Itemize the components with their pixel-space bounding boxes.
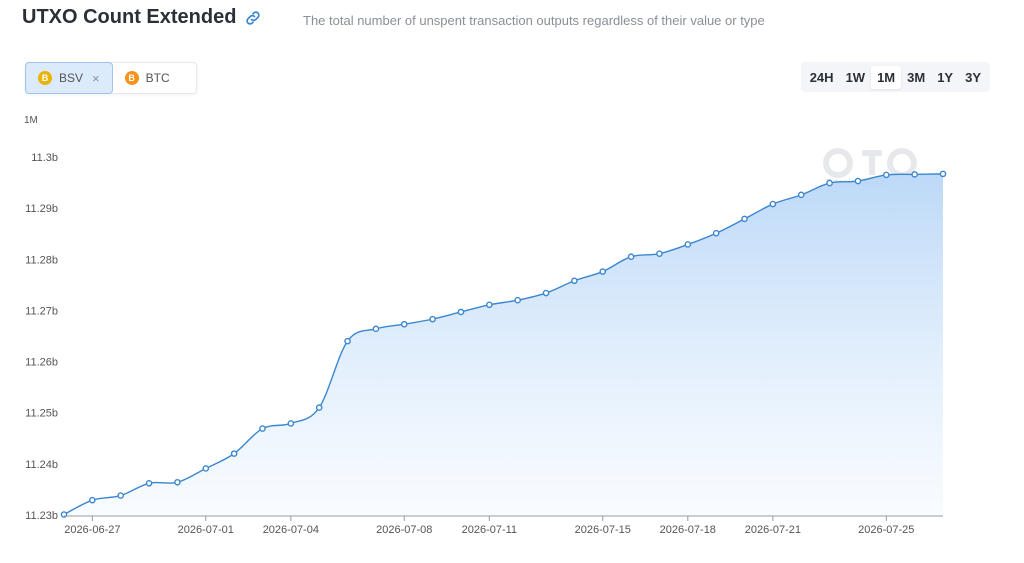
coin-tab-label: BTC — [145, 71, 170, 85]
data-point[interactable] — [542, 289, 550, 297]
data-point[interactable] — [741, 215, 748, 223]
data-point[interactable] — [882, 171, 890, 179]
coin-tab-bsv[interactable]: B BSV × — [25, 62, 113, 94]
x-tick-label: 2026-07-08 — [376, 524, 432, 536]
data-point[interactable] — [627, 253, 635, 261]
x-tick-label: 2026-06-27 — [64, 524, 120, 536]
page-subtitle: The total number of unspent transaction … — [303, 13, 765, 28]
page-title: UTXO Count Extended — [22, 6, 262, 29]
data-point[interactable] — [429, 315, 436, 323]
time-range-selector: 24H 1W 1M 3M 1Y 3Y — [800, 62, 990, 92]
series-area — [64, 173, 943, 515]
coin-tab-label: BSV — [59, 71, 84, 85]
data-point[interactable] — [514, 296, 521, 304]
bsv-coin-icon: B — [38, 71, 52, 85]
y-tick-label: 11.23b — [25, 510, 58, 522]
data-point[interactable] — [599, 268, 607, 275]
y-tick-label: 11.28b — [25, 254, 58, 266]
data-point[interactable] — [486, 301, 493, 309]
btc-coin-icon: B — [124, 71, 139, 85]
coin-selector: B BSV × B BTC — [25, 62, 197, 94]
data-point[interactable] — [712, 229, 720, 237]
y-tick-label: 11.29b — [25, 203, 58, 215]
x-tick-label: 2026-07-25 — [858, 524, 914, 536]
data-point[interactable] — [230, 450, 238, 457]
y-axis-unit: 1M — [24, 115, 38, 126]
range-3y-button[interactable]: 3Y — [965, 69, 981, 85]
range-3m-button[interactable]: 3M — [907, 69, 926, 85]
x-tick-label: 2026-07-21 — [745, 524, 801, 536]
x-tick-label: 2026-07-18 — [660, 524, 716, 536]
range-1w-button[interactable]: 1W — [845, 69, 866, 85]
data-point[interactable] — [684, 241, 692, 248]
x-tick-label: 2026-07-01 — [178, 524, 234, 536]
data-point[interactable] — [400, 320, 408, 328]
y-tick-label: 11.24b — [25, 459, 58, 471]
range-1y-button[interactable]: 1Y — [937, 69, 954, 85]
x-tick-label: 2026-07-11 — [462, 524, 517, 536]
y-tick-label: 11.27b — [25, 305, 58, 317]
data-point[interactable] — [826, 179, 833, 187]
data-point[interactable] — [315, 404, 323, 411]
data-point[interactable] — [344, 337, 351, 345]
x-tick-label: 2026-07-04 — [263, 524, 319, 536]
data-point[interactable] — [89, 496, 96, 504]
data-point[interactable] — [259, 425, 266, 432]
range-24h-button[interactable]: 24H — [809, 69, 834, 85]
data-point[interactable] — [911, 171, 918, 178]
data-point[interactable] — [656, 250, 663, 257]
data-point[interactable] — [287, 420, 295, 427]
link-icon[interactable] — [244, 9, 262, 27]
data-point[interactable] — [854, 177, 862, 185]
data-point[interactable] — [174, 478, 181, 486]
close-icon[interactable]: × — [92, 70, 100, 86]
data-point[interactable] — [117, 492, 125, 499]
x-tick-label: 2026-07-15 — [575, 524, 631, 536]
range-1m-button[interactable]: 1M — [871, 65, 902, 89]
data-point[interactable] — [769, 200, 777, 208]
data-point[interactable] — [939, 170, 947, 178]
y-tick-label: 11.25b — [25, 408, 58, 420]
page-title-text: UTXO Count Extended — [22, 6, 237, 28]
data-point[interactable] — [372, 325, 380, 333]
data-point[interactable] — [457, 308, 465, 316]
data-point[interactable] — [797, 191, 805, 199]
y-tick-label: 11.26b — [25, 357, 58, 369]
y-tick-label: 11.3b — [31, 152, 58, 164]
coin-tab-btc[interactable]: B BTC — [113, 63, 196, 93]
data-point[interactable] — [571, 277, 578, 285]
data-point[interactable] — [145, 479, 153, 487]
data-point[interactable] — [202, 465, 210, 472]
